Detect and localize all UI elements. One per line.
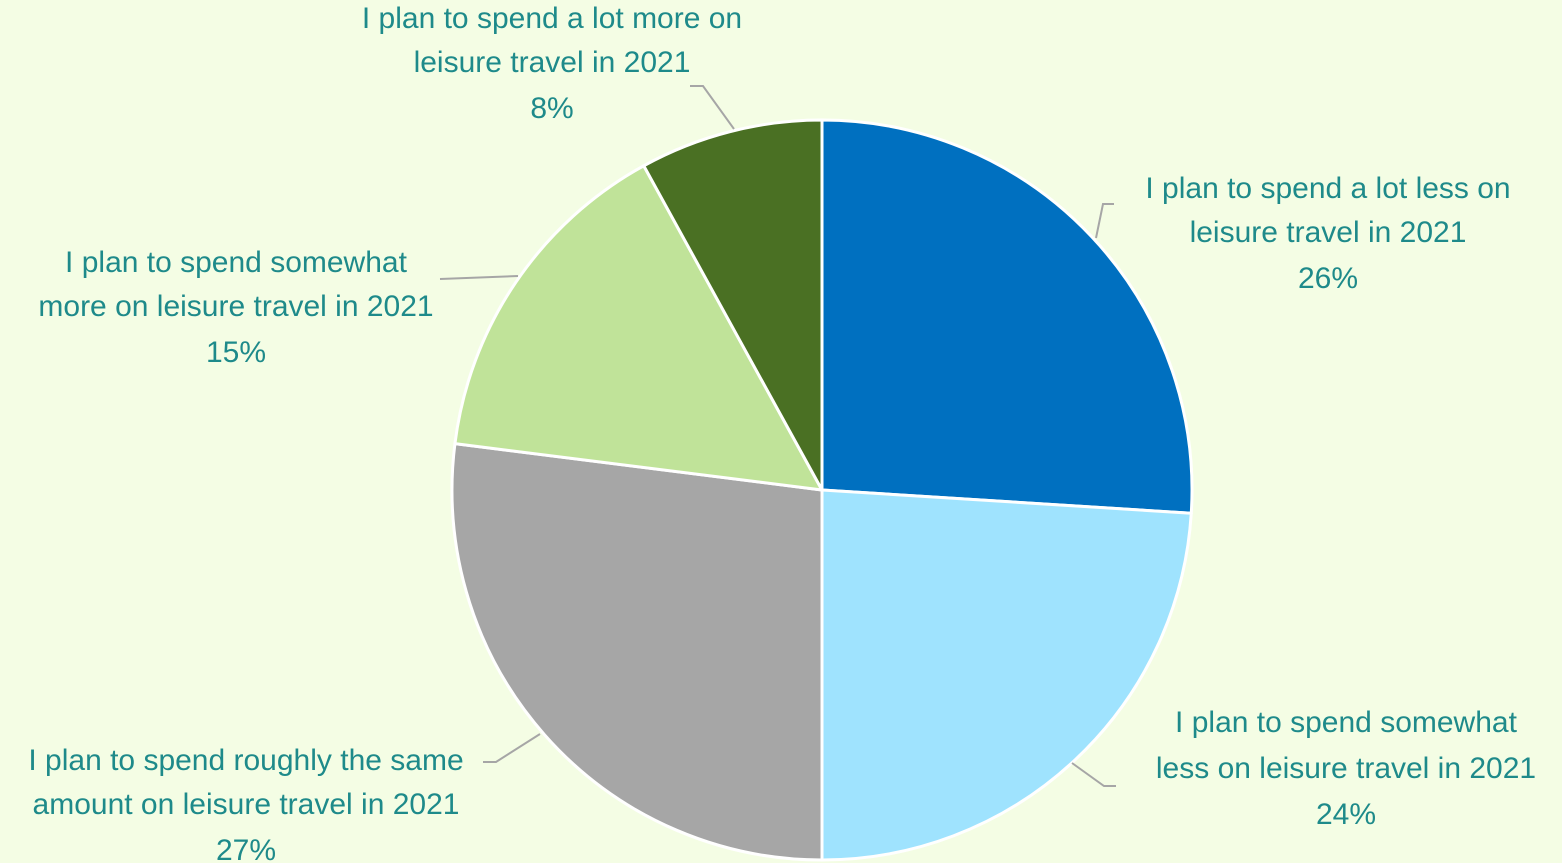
leader-line-2 (1071, 762, 1116, 787)
slice-label-5: I plan to spend a lot more on leisure tra… (362, 2, 742, 79)
slice-value-label-5: 8% (530, 92, 573, 125)
slice-label-1: I plan to spend a lot less on leisure tra… (1145, 172, 1510, 249)
leader-line-3 (483, 733, 541, 763)
pie-slice-5 (642, 118, 824, 492)
pie-slice-3 (450, 442, 824, 862)
pie-slice-2 (820, 488, 1193, 862)
slice-value-label-1: 26% (1298, 262, 1358, 295)
labels-layer: I plan to spend a lot less on leisure tra… (28, 2, 1536, 863)
pie-slice-1 (820, 118, 1194, 515)
pie-slice-4 (453, 164, 824, 492)
slice-value-label-3: 27% (216, 834, 276, 863)
leader-line-1 (1095, 203, 1114, 239)
slice-label-4: I plan to spend somewhat more on leisure … (38, 246, 433, 323)
slice-value-label-4: 15% (206, 336, 266, 369)
slice-label-3: I plan to spend roughly the same amount o… (28, 744, 463, 821)
slice-value-label-2: 24% (1316, 798, 1376, 831)
slice-label-2: I plan to spend somewhat less on leisure … (1156, 706, 1536, 785)
leader-line-5 (690, 85, 735, 130)
leader-line-4 (439, 275, 519, 280)
leader-lines-layer (439, 85, 1116, 787)
slices-layer (450, 118, 1194, 862)
